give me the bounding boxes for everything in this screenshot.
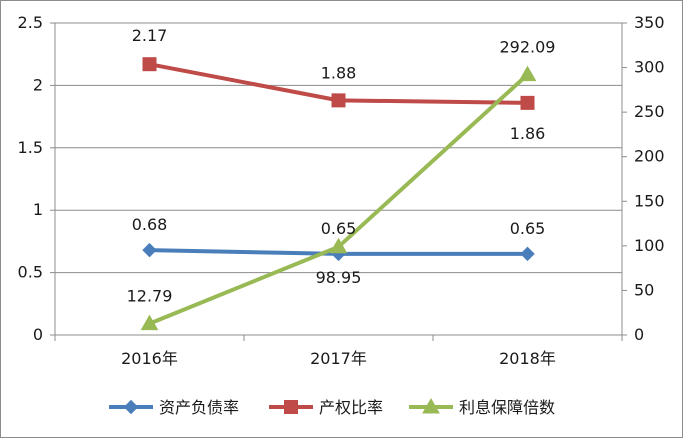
y-right-tick-label: 300 <box>634 58 665 77</box>
series-2 <box>142 57 535 110</box>
data-label: 1.88 <box>321 63 357 82</box>
legend-label: 资产负债率 <box>159 398 239 417</box>
legend-swatch-marker <box>123 399 139 415</box>
legend-swatch-marker <box>422 397 440 414</box>
data-label: 292.09 <box>500 38 556 57</box>
series-layer <box>140 57 537 331</box>
data-point <box>140 314 159 331</box>
data-point <box>520 246 535 262</box>
data-point <box>142 242 157 258</box>
series-3 <box>140 65 537 331</box>
legend-label: 利息保障倍数 <box>459 398 555 417</box>
data-point <box>331 93 346 108</box>
y-left-tick-label: 1 <box>33 200 43 219</box>
data-point <box>329 237 348 254</box>
y-right-tick-label: 0 <box>634 325 644 344</box>
legend: 资产负债率 产权比率 利息保障倍数 <box>109 397 555 417</box>
data-point <box>518 65 537 82</box>
y-right-tick-label: 50 <box>634 280 654 299</box>
y-left-tick-label: 0.5 <box>18 263 43 282</box>
data-label: 1.86 <box>510 124 546 143</box>
legend-entry: 利息保障倍数 <box>409 397 555 417</box>
y-left-tick-label: 2.5 <box>18 13 43 32</box>
data-label: 12.79 <box>127 287 173 306</box>
data-labels: 0.68 0.65 0.65 2.17 1.88 1.86 12.79 98.95 292.09 <box>127 26 556 305</box>
data-label: 0.68 <box>132 215 168 234</box>
data-point <box>520 95 535 110</box>
y-left-tick-label: 1.5 <box>18 138 43 157</box>
legend-entry: 资产负债率 <box>109 398 239 417</box>
y-left-tick-label: 0 <box>33 325 43 344</box>
y-right-tick-label: 350 <box>634 13 665 32</box>
data-label: 2.17 <box>132 26 168 45</box>
legend-entry: 产权比率 <box>269 398 383 417</box>
data-point <box>142 57 157 72</box>
x-tick-label: 2016年 <box>121 349 178 368</box>
y-left-tick-label: 2 <box>33 75 43 94</box>
x-tick-label: 2017年 <box>310 349 367 368</box>
axes: 0 0.5 1 1.5 2 2.5 0 50 100 150 200 250 300 350 2016年 20… <box>18 13 665 368</box>
data-label: 0.65 <box>321 219 357 238</box>
x-tick-label: 2018年 <box>499 349 556 368</box>
y-right-tick-label: 250 <box>634 102 665 121</box>
y-right-tick-label: 100 <box>634 236 665 255</box>
legend-swatch-marker <box>284 400 298 414</box>
y-right-tick-label: 200 <box>634 147 665 166</box>
y-right-tick-label: 150 <box>634 191 665 210</box>
data-label: 98.95 <box>316 268 362 287</box>
data-label: 0.65 <box>510 219 546 238</box>
legend-label: 产权比率 <box>319 398 383 417</box>
